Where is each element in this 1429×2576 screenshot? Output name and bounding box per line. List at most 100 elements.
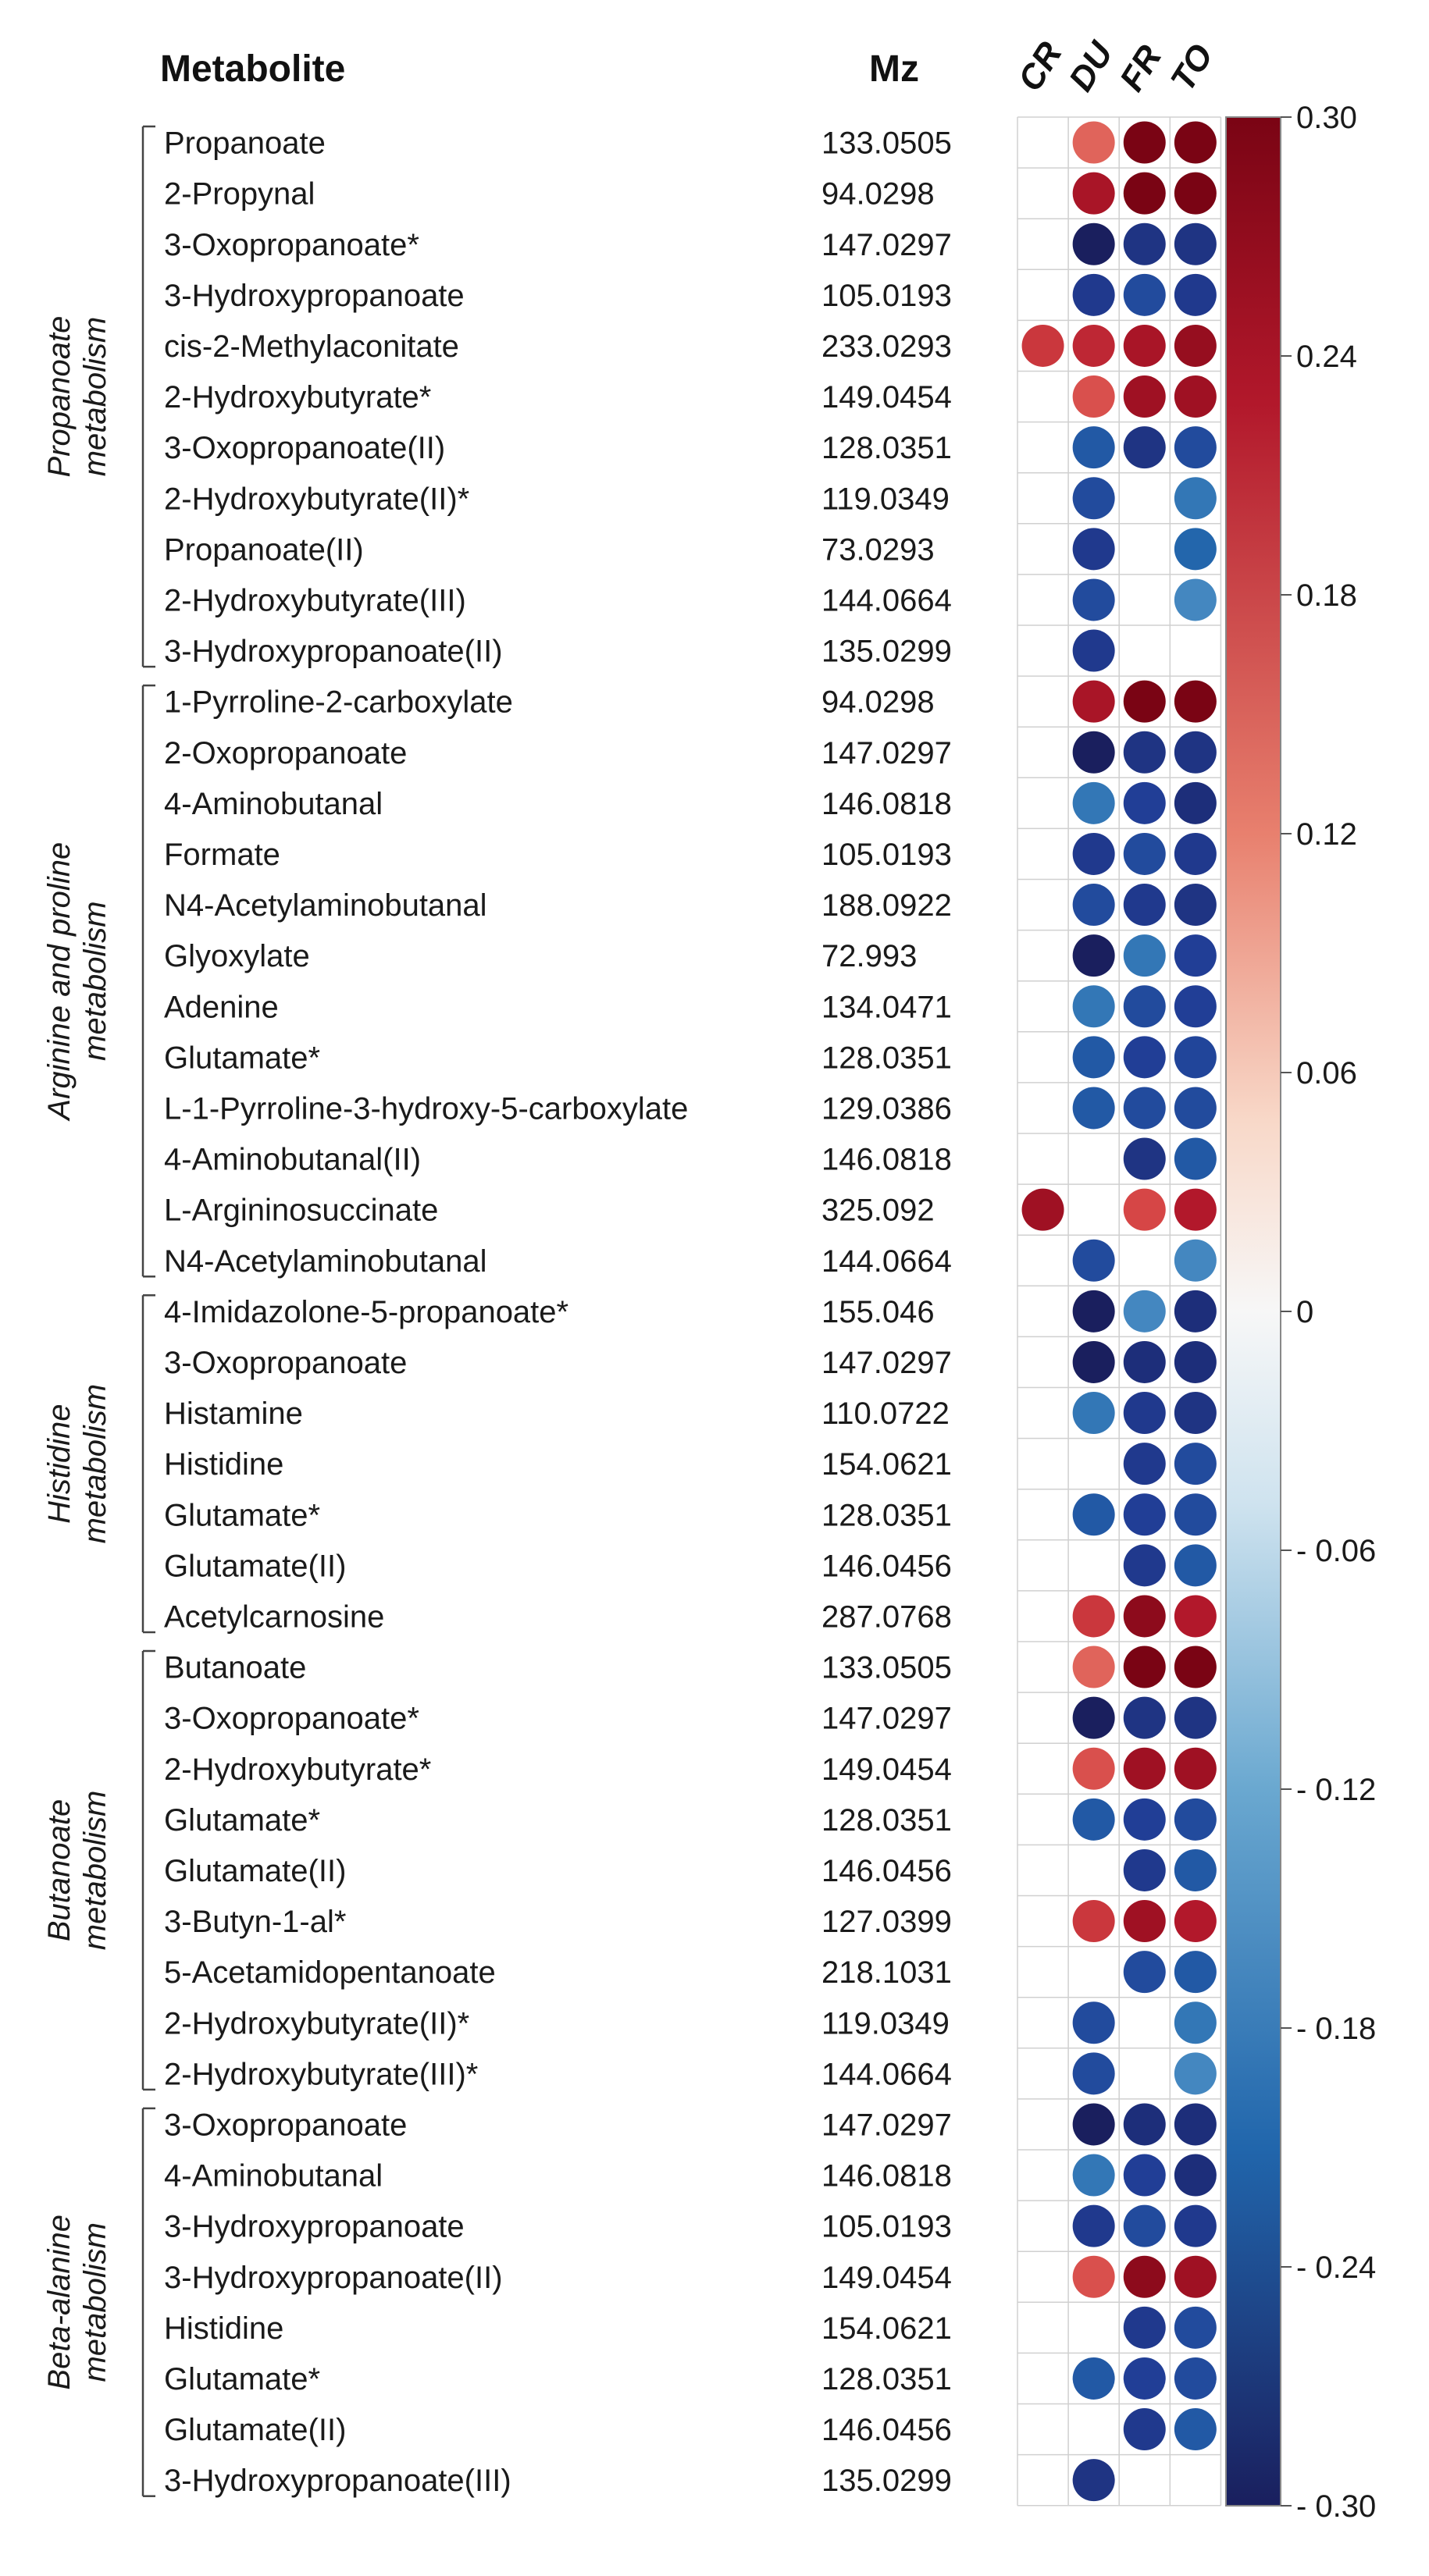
heatmap-cell-fr (1123, 1087, 1166, 1130)
mz-value: 146.0818 (821, 2159, 952, 2194)
metabolite-name: Butanoate (164, 1651, 306, 1685)
group-label: Histidinemetabolism (42, 1384, 112, 1544)
heatmap-cell-du (1072, 1646, 1115, 1688)
mz-value: 94.0298 (821, 177, 935, 212)
metabolite-name: Histamine (164, 1397, 303, 1431)
heatmap-cell-to (1174, 1900, 1217, 1943)
colorbar-tick-label: 0.24 (1296, 340, 1357, 374)
column-header-du: DU (1062, 34, 1121, 98)
metabolite-name: 5-Acetamidopentanoate (164, 1955, 496, 1990)
metabolite-name: Glyoxylate (164, 939, 310, 973)
metabolite-column-header: Metabolite (160, 48, 345, 90)
heatmap-cell-du (1072, 1290, 1115, 1332)
heatmap-cell-fr (1123, 324, 1166, 367)
mz-value: 129.0386 (821, 1091, 952, 1126)
heatmap-cell-to (1174, 1544, 1217, 1587)
metabolite-name: Acetylcarnosine (164, 1599, 384, 1634)
heatmap-cell-du (1072, 1595, 1115, 1638)
mz-value: 146.0818 (821, 1143, 952, 1177)
mz-value: 188.0922 (821, 888, 952, 923)
heatmap-cell-du (1072, 1747, 1115, 1790)
heatmap-cell-du (1072, 375, 1115, 418)
row-labels: Propanoate 133.0505 2-Propynal 94.0298 3-Oxo… (164, 126, 952, 2499)
heatmap-cell-fr (1123, 222, 1166, 265)
heatmap-cell-fr (1123, 273, 1166, 316)
heatmap-cell-fr (1123, 934, 1166, 977)
mz-value: 154.0621 (821, 2311, 952, 2346)
group-label: Beta-alaninemetabolism (42, 2215, 112, 2390)
mz-value: 128.0351 (821, 1498, 952, 1532)
colorbar-gradient (1225, 116, 1281, 2507)
mz-value: 144.0664 (821, 2057, 952, 2091)
heatmap-cell-to (1174, 2001, 1217, 2044)
heatmap-cell-du (1072, 324, 1115, 367)
column-header-fr: FR (1113, 38, 1170, 98)
mz-value: 128.0351 (821, 1803, 952, 1838)
heatmap-cell-to (1174, 1493, 1217, 1536)
heatmap-cell-to (1174, 1239, 1217, 1282)
heatmap-cell-fr (1123, 1137, 1166, 1180)
heatmap-cell-du (1072, 1900, 1115, 1943)
heatmap-cell-du (1072, 2459, 1115, 2502)
mz-value: 128.0351 (821, 431, 952, 465)
metabolite-name: 2-Hydroxybutyrate(III)* (164, 2057, 478, 2091)
heatmap-cell-to (1174, 2357, 1217, 2400)
mz-value: 144.0664 (821, 1244, 952, 1279)
mz-value: 94.0298 (821, 685, 935, 720)
mz-value: 119.0349 (821, 2006, 950, 2041)
heatmap-cell-to (1174, 1087, 1217, 1130)
mz-value: 146.0456 (821, 1854, 952, 1888)
heatmap-cell-to (1174, 731, 1217, 774)
heatmap-cell-to (1174, 1747, 1217, 1790)
heatmap-cell-cr (1021, 324, 1064, 367)
heatmap-cell-fr (1123, 2154, 1166, 2197)
heatmap-cell-to (1174, 2052, 1217, 2095)
heatmap-cell-fr (1123, 1646, 1166, 1688)
heatmap-cell-fr (1123, 985, 1166, 1028)
heatmap-cell-fr (1123, 1036, 1166, 1079)
heatmap-cell-fr (1123, 1798, 1166, 1841)
metabolite-name: Formate (164, 838, 280, 872)
metabolite-name: Adenine (164, 990, 279, 1024)
metabolite-name: 4-Aminobutanal (164, 2159, 383, 2194)
metabolite-name: Glutamate* (164, 1498, 320, 1532)
heatmap-cell-to (1174, 324, 1217, 367)
mz-value: 105.0193 (821, 838, 952, 872)
metabolite-name: 3-Hydroxypropanoate(III) (164, 2464, 511, 2498)
metabolite-name: L-1-Pyrroline-3-hydroxy-5-carboxylate (164, 1091, 688, 1126)
mz-value: 119.0349 (821, 482, 950, 516)
metabolite-name: Glutamate* (164, 1803, 320, 1838)
colorbar: 0.30 0.24 0.18 0.12 0.06 0 - 0.06 - 0.12 - 0.18 -… (1225, 101, 1376, 2524)
heatmap-cell-fr (1123, 1392, 1166, 1435)
heatmap-cell-fr (1123, 731, 1166, 774)
mz-value: 287.0768 (821, 1599, 952, 1634)
mz-value: 110.0722 (821, 1397, 950, 1431)
heatmap-cell-cr (1021, 1188, 1064, 1231)
heatmap-cell-fr (1123, 1188, 1166, 1231)
group-label-line: metabolism (78, 2222, 112, 2382)
group-label-line: Butanoate (42, 1799, 77, 1941)
heatmap-cell-to (1174, 273, 1217, 316)
heatmap-cell-du (1072, 2204, 1115, 2247)
heatmap-cell-to (1174, 1951, 1217, 1994)
colorbar-tick-label: 0 (1296, 1295, 1313, 1329)
metabolite-name: Histidine (164, 1447, 283, 1482)
heatmap-cell-fr (1123, 781, 1166, 824)
heatmap-cell-du (1072, 1798, 1115, 1841)
heatmap-cell-du (1072, 934, 1115, 977)
metabolite-name: Glutamate(II) (164, 1549, 346, 1583)
heatmap-cell-to (1174, 1696, 1217, 1739)
heatmap-cell-to (1174, 1798, 1217, 1841)
metabolite-name: cis-2-Methylaconitate (164, 329, 459, 364)
heatmap-cell-to (1174, 426, 1217, 469)
mz-value: 135.0299 (821, 2464, 952, 2498)
heatmap-cell-du (1072, 2052, 1115, 2095)
heatmap-cell-fr (1123, 2204, 1166, 2247)
metabolite-name: 3-Butyn-1-al* (164, 1905, 346, 1939)
heatmap-cell-du (1072, 1696, 1115, 1739)
metabolite-name: 3-Hydroxypropanoate(II) (164, 635, 503, 669)
heatmap-cell-fr (1123, 1290, 1166, 1332)
heatmap-cell-du (1072, 2154, 1115, 2197)
metabolite-name: N4-Acetylaminobutanal (164, 888, 487, 923)
